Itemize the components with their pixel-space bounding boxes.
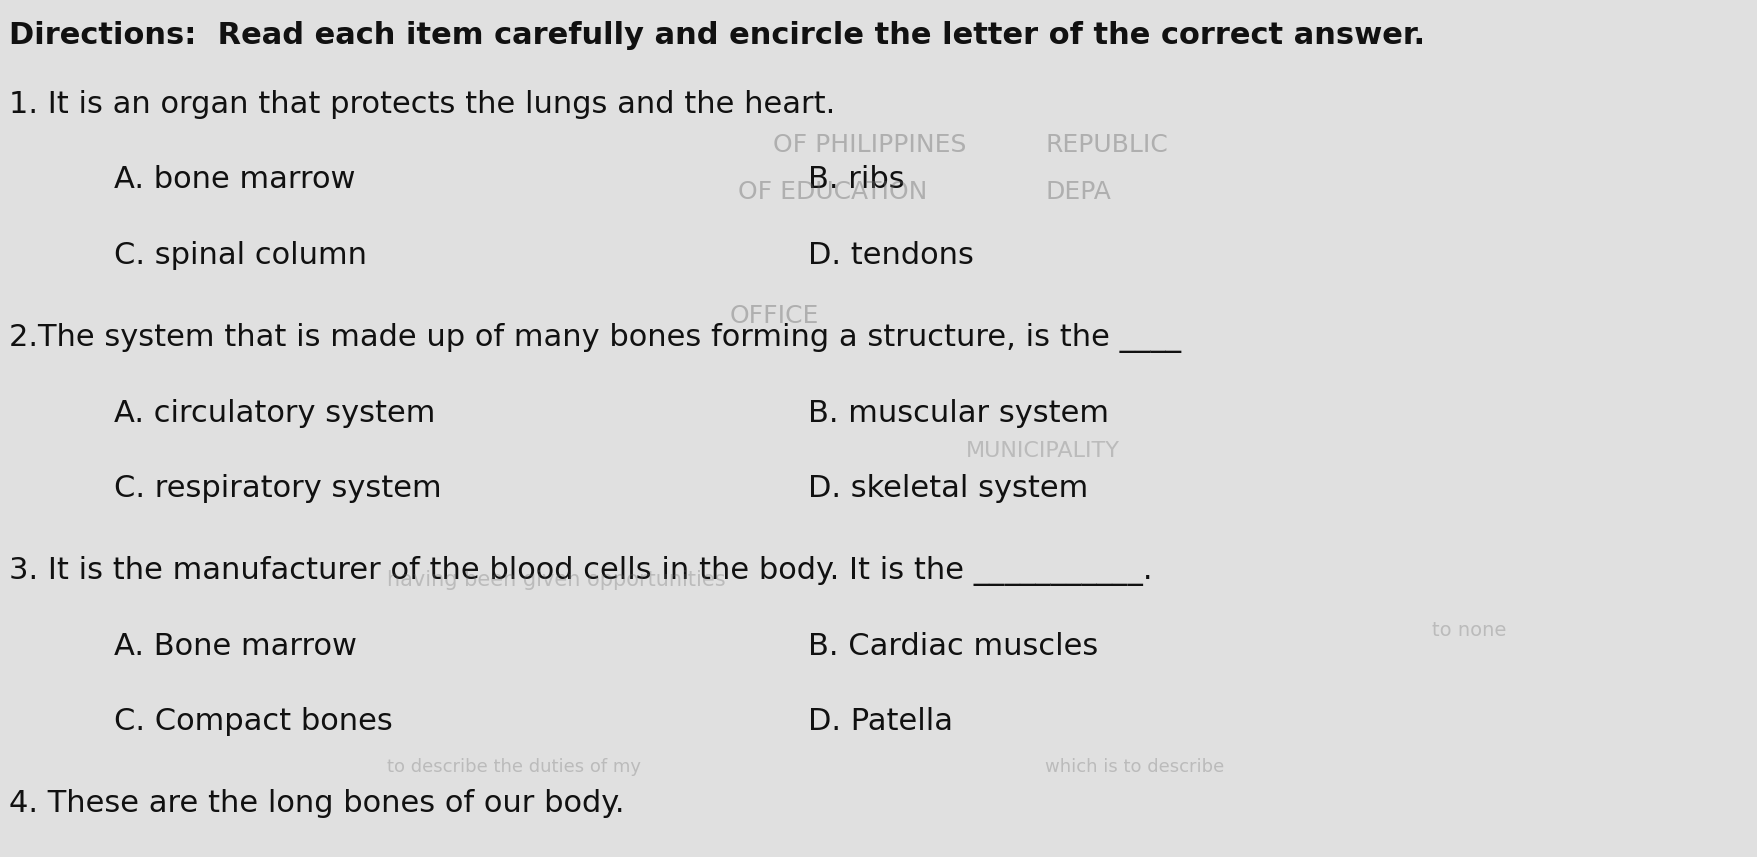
Text: to none: to none <box>1432 621 1506 640</box>
Text: B. Cardiac muscles: B. Cardiac muscles <box>808 632 1098 661</box>
Text: B. muscular system: B. muscular system <box>808 399 1109 428</box>
Text: 4. These are the long bones of our body.: 4. These are the long bones of our body. <box>9 789 624 818</box>
Text: which is to describe: which is to describe <box>1045 758 1225 776</box>
Text: C. spinal column: C. spinal column <box>114 241 367 270</box>
Text: 1. It is an organ that protects the lungs and the heart.: 1. It is an organ that protects the lung… <box>9 90 835 119</box>
Text: D. skeletal system: D. skeletal system <box>808 474 1089 503</box>
Text: OF PHILIPPINES: OF PHILIPPINES <box>773 133 966 157</box>
Text: C. respiratory system: C. respiratory system <box>114 474 441 503</box>
Text: A. bone marrow: A. bone marrow <box>114 165 355 195</box>
Text: A. Bone marrow: A. Bone marrow <box>114 632 357 661</box>
Text: C. Compact bones: C. Compact bones <box>114 707 394 736</box>
Text: DEPA: DEPA <box>1045 180 1110 204</box>
Text: 2.The system that is made up of many bones forming a structure, is the ____: 2.The system that is made up of many bon… <box>9 323 1181 353</box>
Text: D. tendons: D. tendons <box>808 241 973 270</box>
Text: OFFICE: OFFICE <box>729 304 819 328</box>
Text: to describe the duties of my: to describe the duties of my <box>387 758 641 776</box>
Text: OF EDUCATION: OF EDUCATION <box>738 180 928 204</box>
Text: Directions:  Read each item carefully and encircle the letter of the correct ans: Directions: Read each item carefully and… <box>9 21 1425 51</box>
Text: 3. It is the manufacturer of the blood cells in the body. It is the ___________.: 3. It is the manufacturer of the blood c… <box>9 556 1153 586</box>
Text: having been given opportunities: having been given opportunities <box>387 570 726 590</box>
Text: B. ribs: B. ribs <box>808 165 905 195</box>
Text: REPUBLIC: REPUBLIC <box>1045 133 1168 157</box>
Text: A. circulatory system: A. circulatory system <box>114 399 436 428</box>
Text: D. Patella: D. Patella <box>808 707 954 736</box>
Text: MUNICIPALITY: MUNICIPALITY <box>966 441 1121 461</box>
